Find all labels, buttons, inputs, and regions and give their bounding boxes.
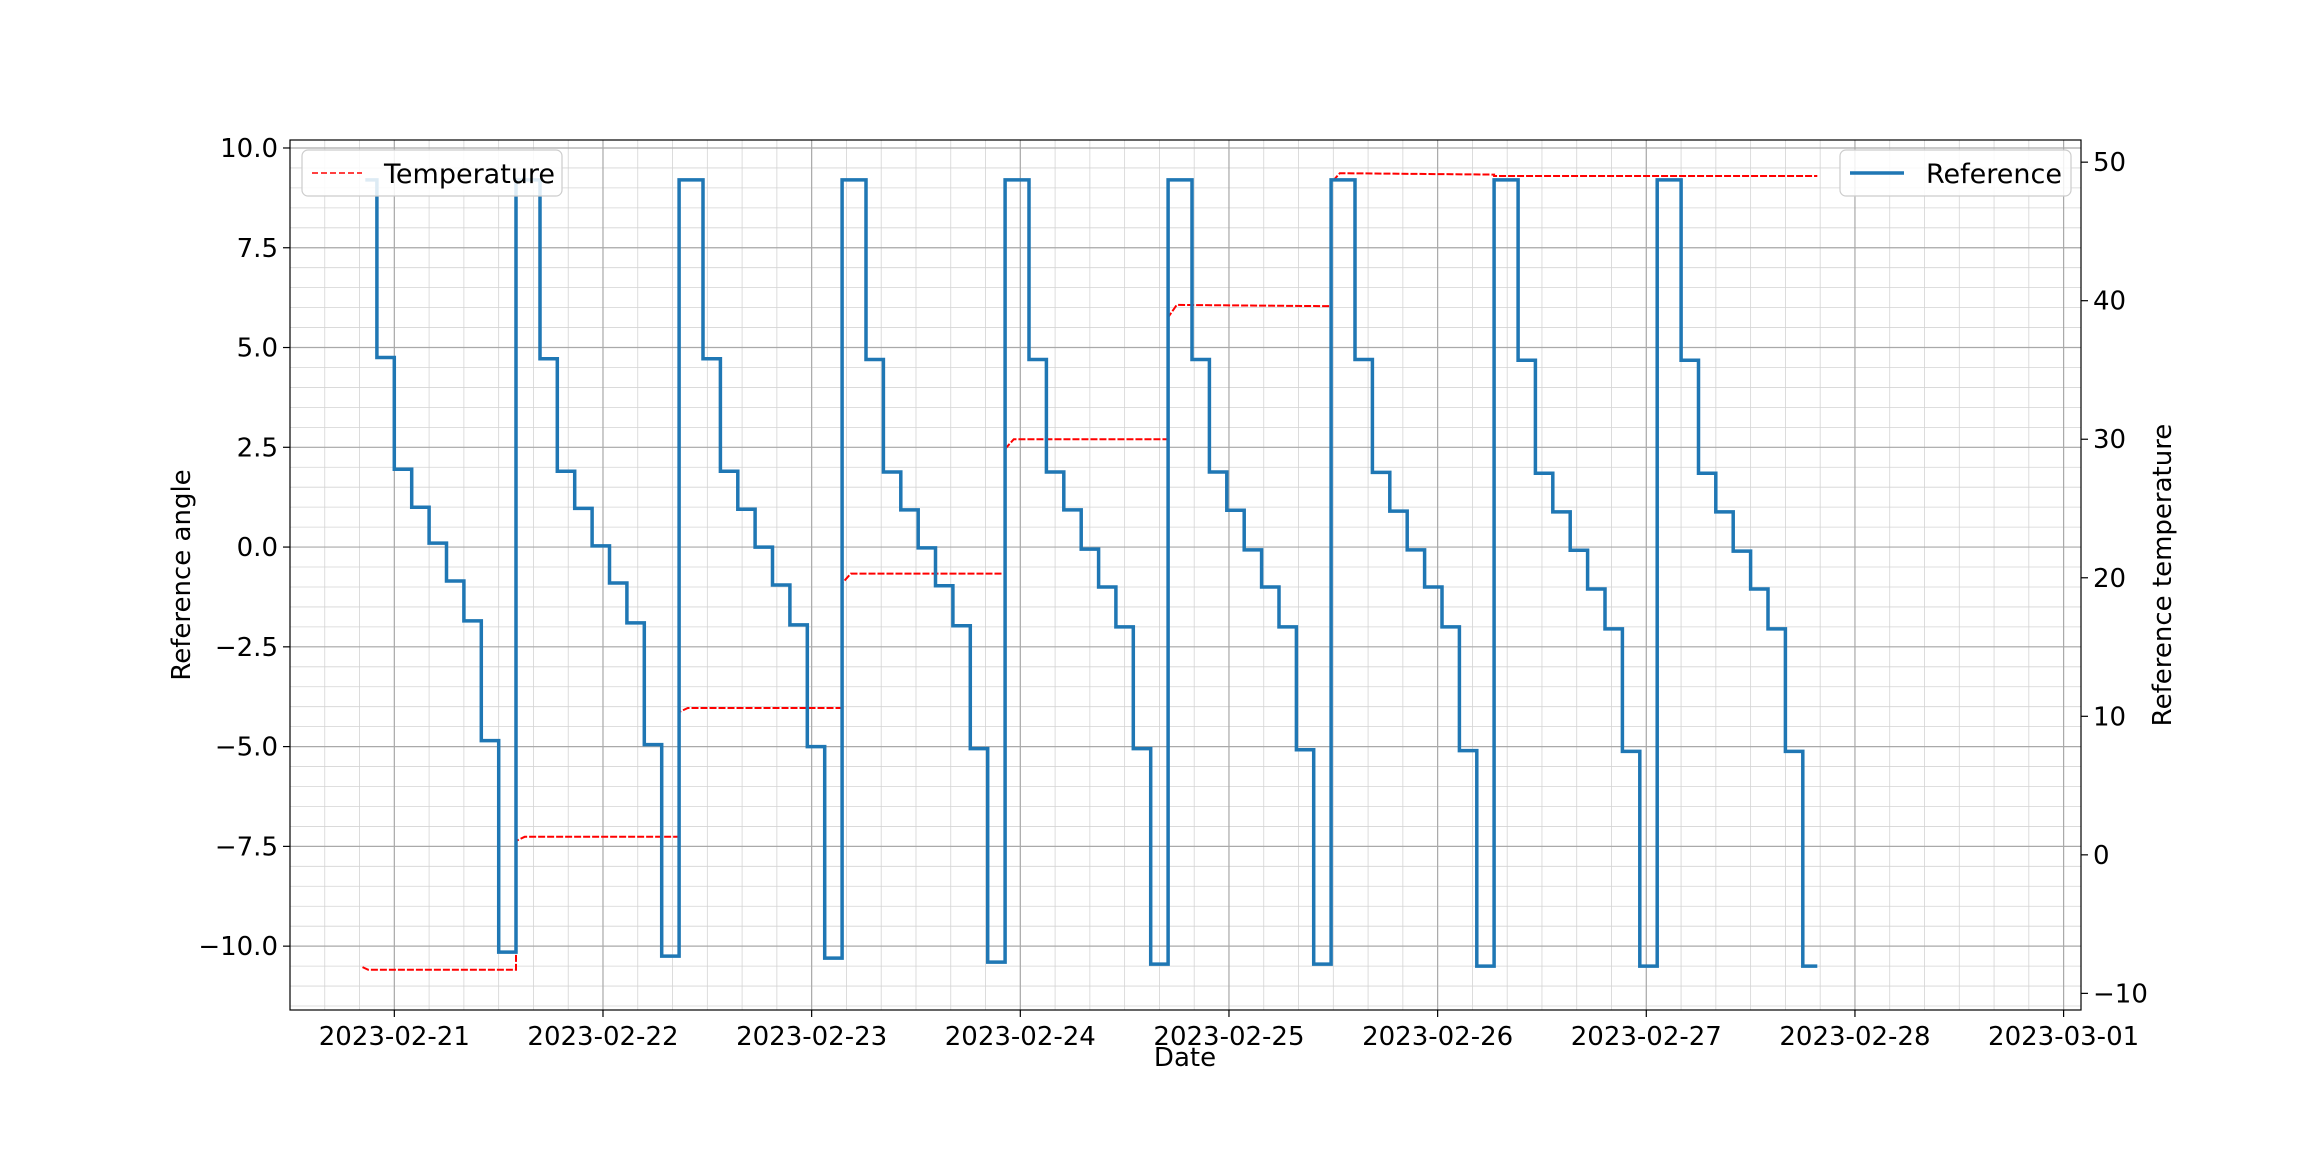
series-layer — [362, 172, 1818, 971]
series-line-reference — [365, 178, 1818, 968]
x-tick-label: 2023-02-22 — [527, 1022, 678, 1052]
x-axis: 2023-02-21 2023-02-22 2023-02-23 2023-02-24… — [319, 1010, 2139, 1052]
legend-box — [301, 149, 563, 197]
y-axis-label: Reference angle — [167, 469, 197, 680]
x-tick-label: 2023-02-27 — [1571, 1022, 1722, 1052]
plot-area — [362, 172, 1818, 971]
major-grid — [290, 140, 2081, 1010]
y2-tick-label: 40 — [2093, 287, 2126, 317]
plot-frame — [289, 139, 2082, 1011]
legend-reference: Reference — [1839, 149, 2072, 197]
y-axis-left: 10.0 7.5 5.0 2.5 0.0 −2.5 −5.0 −7.5 −10.0 — [198, 134, 290, 962]
y-tick-label: −10.0 — [198, 932, 278, 962]
y-tick-label: 0.0 — [237, 533, 278, 563]
y2-axis-label: Reference temperature — [2148, 424, 2178, 727]
x-tick-label: 2023-02-28 — [1779, 1022, 1930, 1052]
y-axis-right: 50 40 30 20 10 0 −10 — [2081, 148, 2148, 1009]
x-tick-label: 2023-02-26 — [1362, 1022, 1513, 1052]
x-tick-label: 2023-02-25 — [1153, 1022, 1304, 1052]
legend-box — [1839, 149, 2072, 197]
x-tick-label: 2023-03-01 — [1988, 1022, 2139, 1052]
y-tick-label: 5.0 — [237, 334, 278, 364]
y-tick-label: −5.0 — [215, 733, 278, 763]
y2-tick-label: 30 — [2093, 425, 2126, 455]
y-tick-label: 10.0 — [220, 134, 278, 164]
legend-temperature-label: Temperature — [383, 159, 555, 190]
y2-tick-label: 10 — [2093, 702, 2126, 732]
x-tick-label: 2023-02-24 — [945, 1022, 1096, 1052]
x-tick-label: 2023-02-21 — [319, 1022, 470, 1052]
legend-reference-label: Reference — [1926, 159, 2062, 190]
x-axis-label: Date — [1154, 1043, 1216, 1073]
y-tick-label: 7.5 — [237, 234, 278, 264]
y2-tick-label: 20 — [2093, 564, 2126, 594]
x-tick-label: 2023-02-23 — [736, 1022, 887, 1052]
y2-tick-label: 0 — [2093, 841, 2110, 871]
y2-tick-label: −10 — [2093, 979, 2148, 1009]
legend-temperature: Temperature — [301, 149, 563, 197]
y-tick-label: −7.5 — [215, 832, 278, 862]
y-tick-label: 2.5 — [237, 433, 278, 463]
y2-tick-label: 50 — [2093, 148, 2126, 178]
y-tick-label: −2.5 — [215, 633, 278, 663]
